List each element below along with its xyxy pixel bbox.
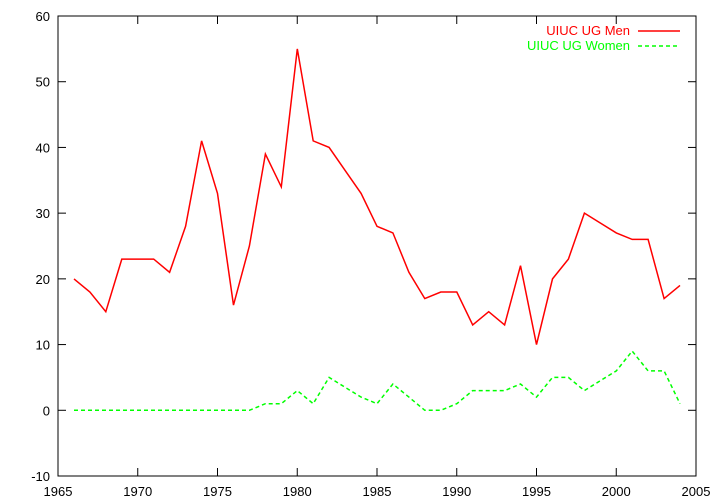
y-tick-label: 50 — [36, 75, 50, 90]
y-tick-label: 20 — [36, 272, 50, 287]
y-tick-label: 30 — [36, 206, 50, 221]
y-tick-label: 40 — [36, 140, 50, 155]
x-tick-label: 2005 — [682, 484, 711, 499]
plot-frame — [57, 15, 697, 477]
x-tick-label: 1975 — [203, 484, 232, 499]
y-tick-label: -10 — [31, 469, 50, 484]
series-line-women — [74, 349, 681, 412]
y-axis: -10 0 10 20 30 40 50 60 — [31, 9, 696, 484]
x-tick-label: 1985 — [363, 484, 392, 499]
y-tick-label: 60 — [36, 9, 50, 24]
series-line-men — [73, 48, 681, 345]
x-tick-label: 1980 — [283, 484, 312, 499]
legend-label: UIUC UG Men — [546, 23, 630, 38]
x-axis: 1965 1970 1975 1980 1985 1990 1995 2000 2005 — [44, 16, 711, 499]
legend-label: UIUC UG Women — [527, 38, 630, 53]
x-tick-label: 1970 — [123, 484, 152, 499]
y-tick-label: 10 — [36, 338, 50, 353]
x-tick-label: 2000 — [602, 484, 631, 499]
x-tick-label: 1965 — [44, 484, 73, 499]
y-tick-label: 0 — [43, 403, 50, 418]
x-tick-label: 1990 — [442, 484, 471, 499]
x-tick-label: 1995 — [522, 484, 551, 499]
series-layer — [73, 48, 681, 412]
